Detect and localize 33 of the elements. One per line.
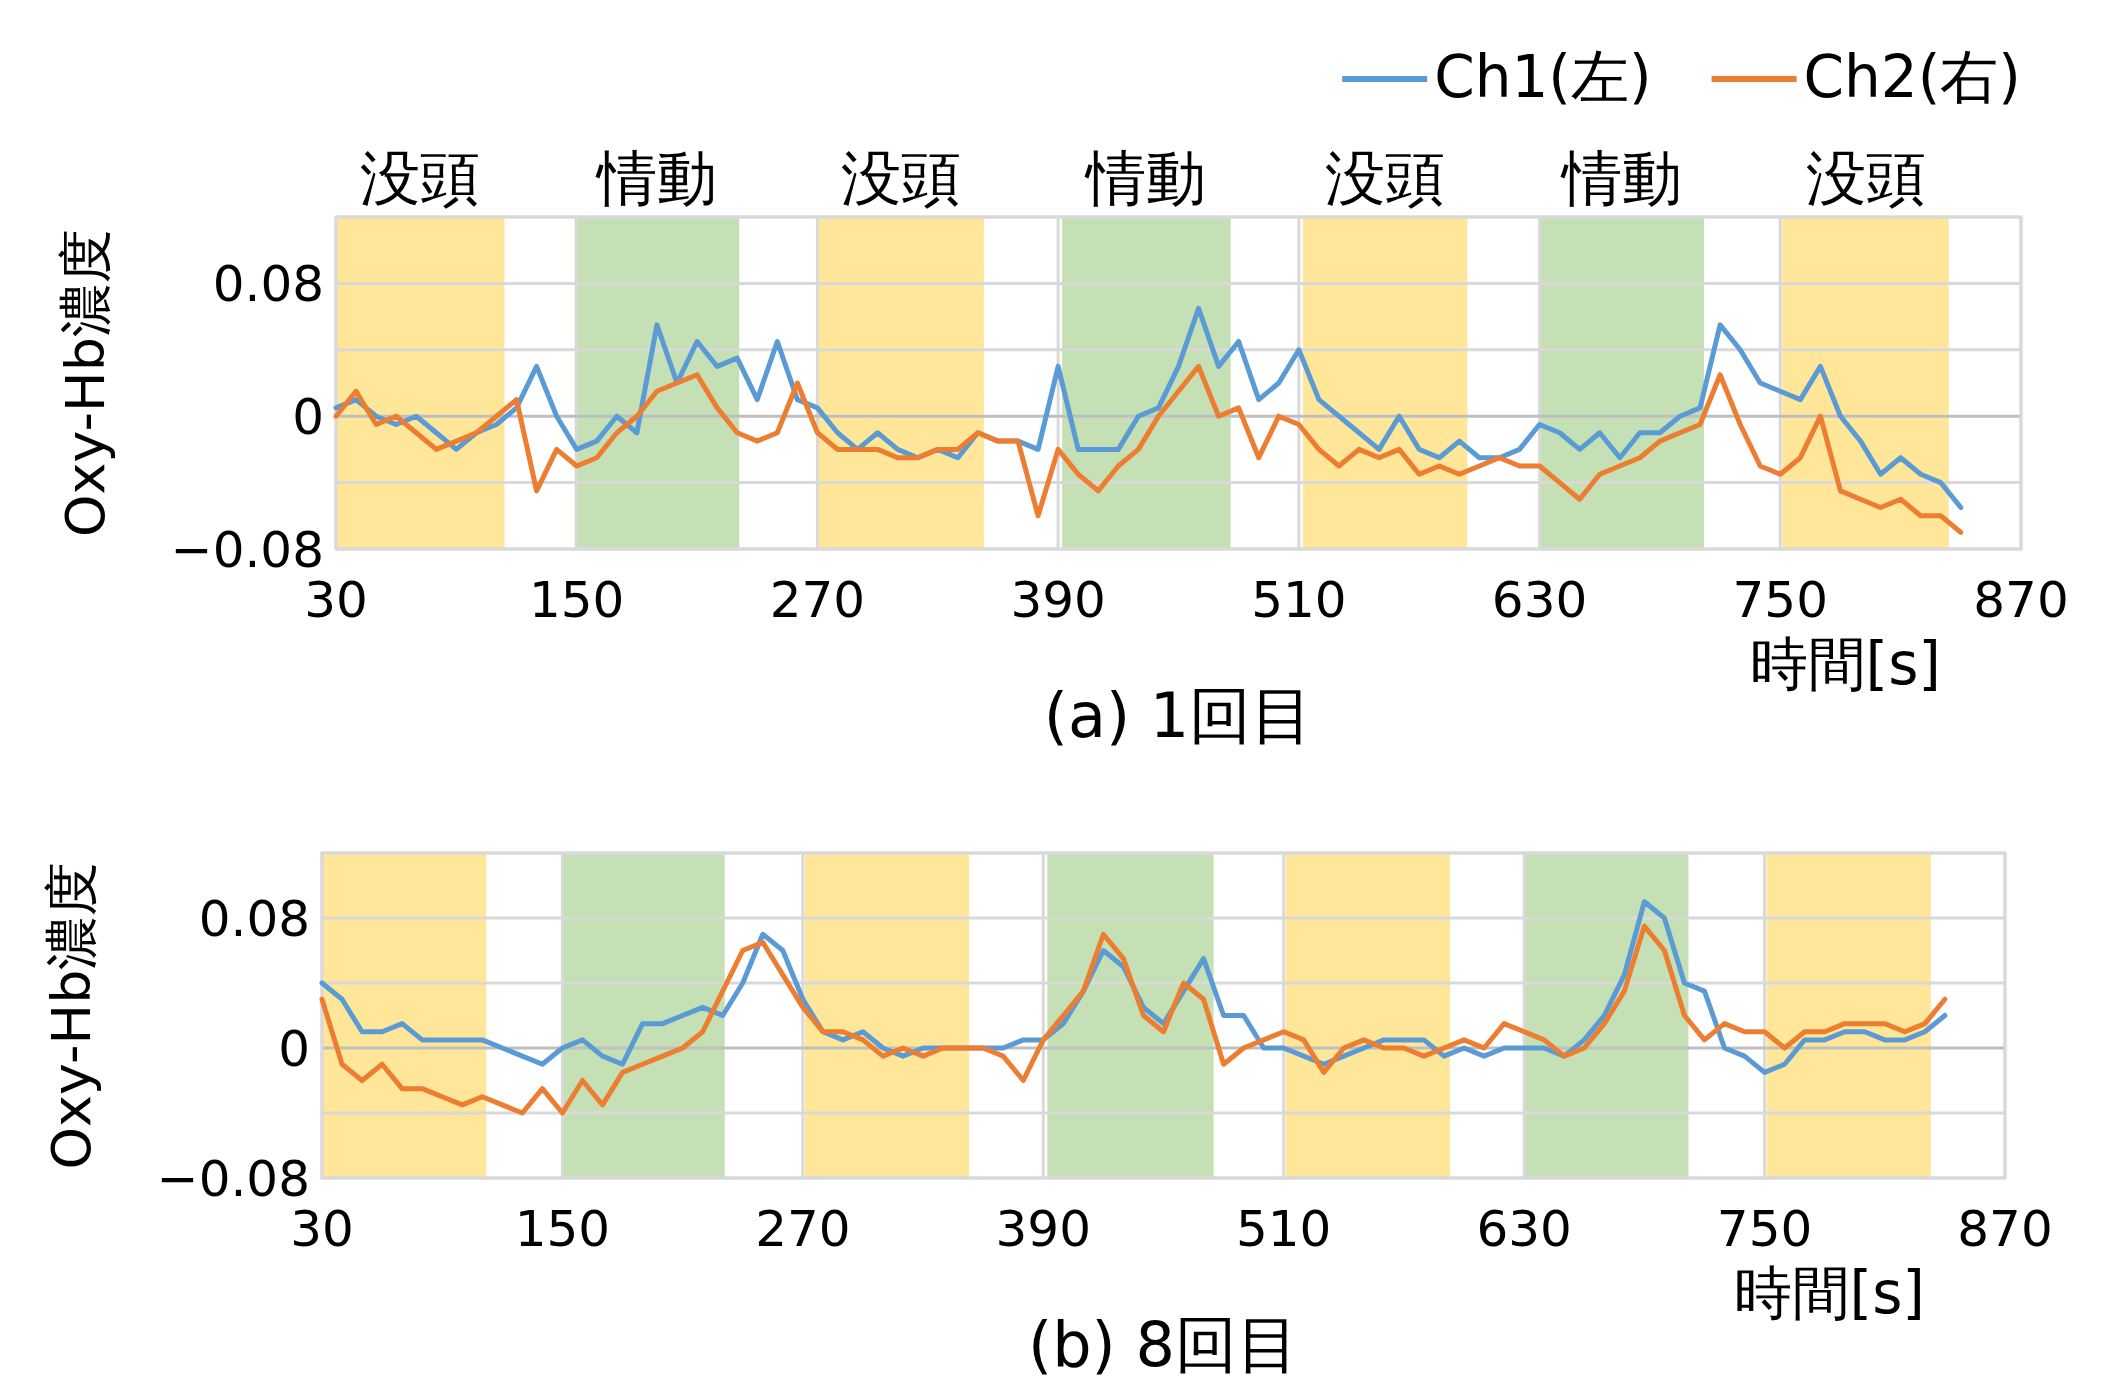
x-tick-label: 510 (1236, 1200, 1332, 1258)
x-tick-label: 150 (514, 1200, 611, 1258)
x-tick-label: 150 (529, 571, 625, 629)
x-tick-label: 510 (1251, 571, 1347, 629)
x-tick-label: 270 (769, 571, 866, 629)
x-tick-label: 390 (995, 1200, 1091, 1258)
x-tick-label: 630 (1476, 1200, 1572, 1258)
y-axis-title: Oxy-Hb濃度 (54, 229, 117, 537)
x-axis-title: 時間[s] (1749, 630, 1941, 698)
x-tick-label: 750 (1716, 1200, 1813, 1258)
text: (a) 1回目 (1043, 679, 1314, 752)
band-label: 没頭 (1805, 143, 1926, 213)
y-axis-title: Oxy-Hb濃度 (40, 861, 103, 1170)
band-label: 情動 (1084, 143, 1207, 213)
band-label: 没頭 (1325, 143, 1446, 213)
x-tick-label: 630 (1491, 571, 1588, 629)
y-tick-label: 0.08 (198, 890, 310, 948)
x-tick-label: 270 (755, 1200, 851, 1258)
band-label: 情動 (594, 143, 717, 213)
x-axis-title: 時間[s] (1733, 1259, 1925, 1327)
x-tick-label: 870 (1973, 571, 2069, 629)
band-label: 情動 (1559, 143, 1682, 213)
x-tick-label: 750 (1732, 571, 1828, 629)
x-tick-label: 390 (1010, 571, 1106, 629)
y-tick-label: 0.08 (212, 255, 324, 314)
band-label: 没頭 (360, 143, 481, 213)
band-label: 没頭 (840, 143, 961, 213)
legend-label: Ch1(左) (1434, 43, 1652, 111)
text: (b) 8回目 (1028, 1308, 1299, 1381)
y-tick-label: 0 (292, 388, 324, 447)
y-tick-label: 0 (278, 1020, 310, 1078)
x-tick-label: 870 (1957, 1200, 2053, 1258)
legend-label: Ch2(右) (1803, 43, 2021, 111)
